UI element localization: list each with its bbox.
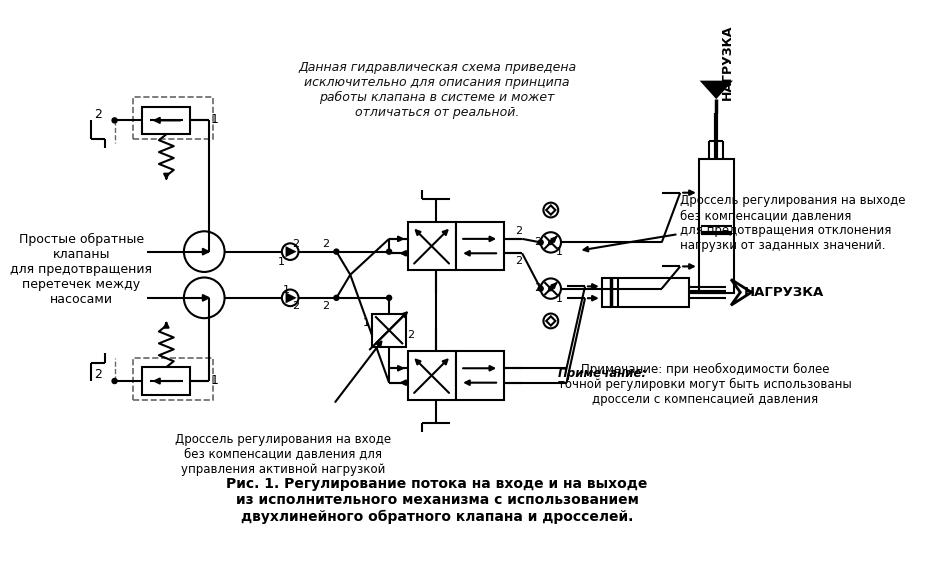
Polygon shape: [699, 80, 733, 99]
Text: 2: 2: [408, 329, 415, 340]
Text: Рис. 1. Регулирование потока на входе и на выходе
из исполнительного механизма с: Рис. 1. Регулирование потока на входе и …: [226, 477, 648, 523]
Text: НАГРУЗКА: НАГРУЗКА: [744, 286, 825, 299]
Circle shape: [543, 313, 558, 328]
Circle shape: [333, 249, 339, 255]
Text: 1: 1: [279, 257, 285, 266]
Text: 2: 2: [534, 284, 541, 293]
Polygon shape: [546, 316, 555, 325]
Text: 2: 2: [292, 239, 299, 249]
Bar: [133, 97, 213, 139]
Text: 1: 1: [210, 374, 219, 387]
Text: 2: 2: [515, 257, 522, 266]
Text: 2: 2: [323, 239, 330, 249]
Polygon shape: [546, 205, 555, 215]
Circle shape: [281, 289, 298, 306]
Polygon shape: [731, 280, 752, 305]
Circle shape: [538, 285, 544, 292]
Text: 1: 1: [555, 247, 563, 257]
Bar: [142, 107, 191, 134]
Circle shape: [540, 232, 561, 253]
Circle shape: [386, 294, 393, 301]
Text: НАГРУЗКА: НАГРУЗКА: [721, 25, 734, 100]
Text: Данная гидравлическая схема приведена
исключительно для описания принципа
работы: Данная гидравлическая схема приведена ис…: [298, 61, 576, 119]
Circle shape: [184, 231, 224, 272]
Bar: [408, 351, 455, 400]
Bar: [133, 358, 213, 400]
Bar: [455, 222, 504, 270]
Text: 2: 2: [292, 301, 299, 311]
Bar: [372, 313, 406, 347]
Bar: [455, 351, 504, 400]
Text: 2: 2: [94, 107, 102, 121]
Text: 2: 2: [323, 301, 330, 311]
Circle shape: [111, 378, 118, 384]
Text: 2: 2: [534, 237, 541, 247]
Polygon shape: [285, 292, 296, 304]
Circle shape: [184, 277, 224, 318]
Circle shape: [538, 239, 544, 246]
Text: 1: 1: [210, 113, 219, 126]
Text: Дроссель регулирования на входе
без компенсации давления для
управления активной: Дроссель регулирования на входе без комп…: [175, 433, 391, 475]
Text: Примечание:: Примечание:: [558, 367, 647, 380]
Text: Дроссель регулирования на выходе
без компенсации давления
для предотвращения отк: Дроссель регулирования на выходе без ком…: [681, 194, 906, 252]
Circle shape: [386, 249, 393, 255]
Text: Простые обратные
клапаны
для предотвращения
перетечек между
насосами: Простые обратные клапаны для предотвраще…: [10, 232, 152, 306]
Text: 1: 1: [363, 317, 370, 328]
Bar: [142, 367, 191, 395]
Circle shape: [543, 203, 558, 218]
Circle shape: [111, 117, 118, 123]
Text: 1: 1: [282, 285, 290, 295]
Text: 2: 2: [94, 369, 102, 381]
Text: Примечание: при необходимости более
точной регулировки могут быть использованы
д: Примечание: при необходимости более точн…: [558, 363, 852, 406]
Circle shape: [333, 294, 339, 301]
Bar: [601, 277, 689, 307]
Text: 1: 1: [555, 293, 563, 304]
Polygon shape: [285, 246, 296, 257]
Circle shape: [548, 286, 554, 292]
Circle shape: [548, 239, 554, 245]
Bar: [698, 159, 734, 293]
Circle shape: [540, 278, 561, 298]
Bar: [408, 222, 455, 270]
Text: 2: 2: [515, 226, 522, 236]
Circle shape: [281, 243, 298, 260]
